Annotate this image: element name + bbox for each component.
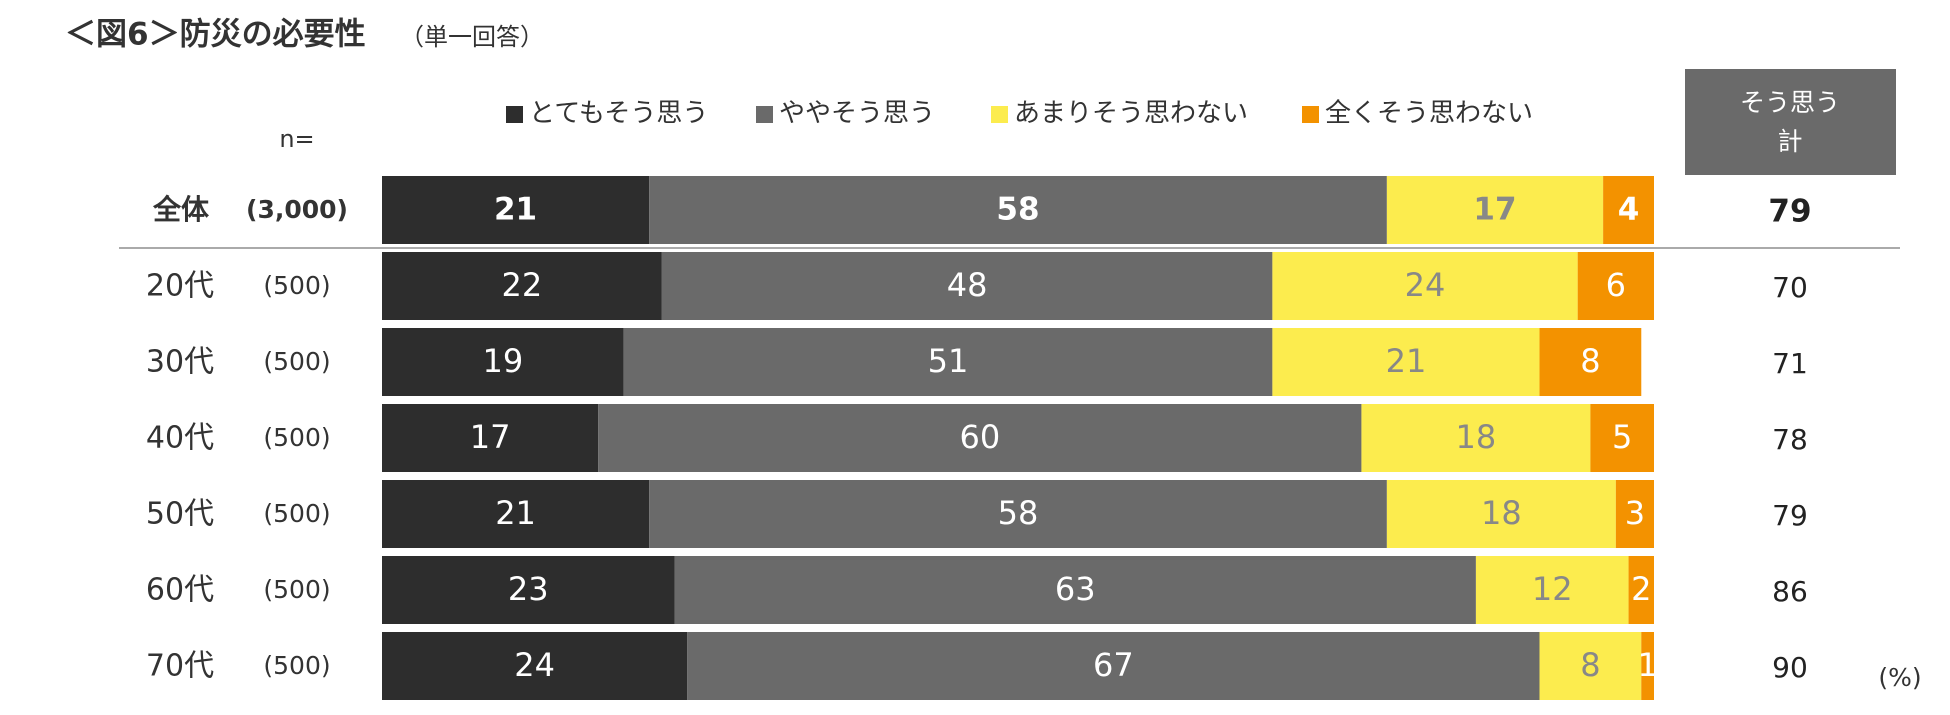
value-label: 19 <box>482 342 523 380</box>
value-label: 60 <box>959 418 1000 456</box>
bar-segment <box>1577 252 1654 320</box>
bar-segment <box>382 328 624 396</box>
value-label: 17 <box>470 418 511 456</box>
value-label: 63 <box>1055 570 1096 608</box>
value-label: 24 <box>514 646 555 684</box>
bar-segment <box>649 176 1387 244</box>
category-label: 70代 <box>146 649 214 684</box>
value-label: 21 <box>494 192 537 228</box>
total-label: 71 <box>1772 347 1808 380</box>
legend-label: あまりそう思わない <box>1014 99 1248 129</box>
bar-segment <box>623 328 1273 396</box>
total-header: 計 <box>1777 127 1802 156</box>
bar-segment <box>649 480 1387 548</box>
value-label: 24 <box>1405 266 1446 304</box>
total-label: 79 <box>1772 499 1808 532</box>
value-label: 6 <box>1606 266 1626 304</box>
bar-segment <box>382 556 675 624</box>
chart-subtitle: （単一回答） <box>400 23 544 51</box>
n-label: (500) <box>263 499 330 528</box>
value-label: 21 <box>495 494 536 532</box>
value-label: 8 <box>1580 342 1600 380</box>
bar-segment <box>382 176 650 244</box>
n-label: (500) <box>263 423 330 452</box>
category-label: 60代 <box>146 573 214 608</box>
legend-label: 全くそう思わない <box>1325 99 1533 129</box>
bar-segment <box>1590 404 1654 472</box>
value-label: 58 <box>998 494 1039 532</box>
value-label: 48 <box>947 266 988 304</box>
n-label: (500) <box>263 271 330 300</box>
total-label: 78 <box>1772 423 1808 456</box>
n-label: (3,000) <box>246 195 348 224</box>
bar-segment <box>382 252 662 320</box>
legend-swatch <box>1302 106 1319 123</box>
value-label: 5 <box>1612 418 1632 456</box>
legend-swatch <box>756 106 773 123</box>
bar-segment <box>1539 328 1642 396</box>
bar-segment <box>1272 328 1540 396</box>
legend-swatch <box>991 106 1008 123</box>
n-label: (500) <box>263 651 330 680</box>
bar-segment <box>1272 252 1578 320</box>
bar-segment <box>1475 556 1629 624</box>
value-label: 22 <box>502 266 543 304</box>
legend-swatch <box>506 106 523 123</box>
bar-segment <box>1361 404 1591 472</box>
chart-title: ＜図6＞防災の必要性 <box>65 17 366 53</box>
value-label: 2 <box>1631 570 1651 608</box>
bar-segment <box>1641 632 1654 700</box>
value-label: 17 <box>1473 192 1516 228</box>
bar-segment <box>382 632 688 700</box>
value-label: 23 <box>508 570 549 608</box>
value-label: 1 <box>1637 646 1657 684</box>
value-label: 3 <box>1625 494 1645 532</box>
total-label: 90 <box>1772 651 1808 684</box>
bar-segment <box>1539 632 1642 700</box>
value-label: 12 <box>1532 570 1573 608</box>
bar-segment <box>674 556 1476 624</box>
bar-segment <box>1603 176 1654 244</box>
value-label: 67 <box>1093 646 1134 684</box>
legend-label: とてもそう思う <box>529 99 708 129</box>
value-label: 4 <box>1618 192 1640 228</box>
value-label: 51 <box>928 342 969 380</box>
bar-segment <box>598 404 1362 472</box>
category-label: 全体 <box>152 193 210 226</box>
value-label: 8 <box>1580 646 1600 684</box>
bar-segment <box>687 632 1540 700</box>
category-label: 50代 <box>146 497 214 532</box>
category-label: 20代 <box>146 269 214 304</box>
value-label: 21 <box>1386 342 1427 380</box>
bar-segment <box>661 252 1273 320</box>
value-label: 58 <box>996 192 1039 228</box>
total-header-box <box>1685 69 1896 175</box>
category-label: 30代 <box>146 345 214 380</box>
bar-segment <box>382 404 599 472</box>
total-header: そう思う <box>1740 88 1840 117</box>
unit-label: (%) <box>1878 663 1921 692</box>
n-header: n= <box>279 125 314 153</box>
value-label: 18 <box>1481 494 1522 532</box>
bar-segment <box>382 480 650 548</box>
total-label: 70 <box>1772 271 1808 304</box>
total-label: 79 <box>1768 194 1811 230</box>
bar-segment <box>1386 176 1604 244</box>
bar-segment <box>1386 480 1616 548</box>
total-label: 86 <box>1772 575 1808 608</box>
value-label: 18 <box>1456 418 1497 456</box>
n-label: (500) <box>263 347 330 376</box>
bar-segment <box>1615 480 1654 548</box>
n-label: (500) <box>263 575 330 604</box>
legend-label: ややそう思う <box>779 99 935 129</box>
bar-segment <box>1628 556 1654 624</box>
category-label: 40代 <box>146 421 214 456</box>
